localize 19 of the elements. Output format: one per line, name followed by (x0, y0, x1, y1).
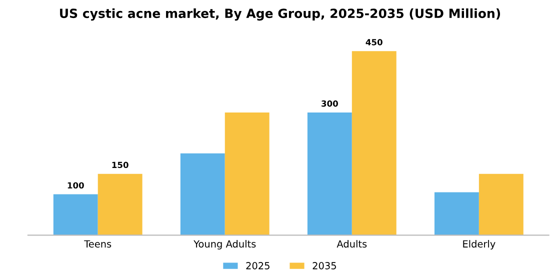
bar (53, 194, 98, 236)
bar (307, 112, 352, 236)
bar (434, 192, 479, 236)
data-label: 150 (112, 162, 128, 168)
legend-label: 2025 (246, 262, 270, 270)
x-tick-label: Teens (84, 240, 112, 248)
chart-title: US cystic acne market, By Age Group, 2025-2035 (USD Million) (60, 8, 500, 21)
x-tick-label: Elderly (463, 240, 496, 250)
legend-label: 2035 (312, 262, 336, 270)
bar (98, 174, 142, 236)
x-tick-label: Adults (336, 240, 367, 248)
data-label: 450 (366, 39, 382, 46)
bar (180, 153, 225, 236)
bar (478, 174, 524, 236)
bar (352, 51, 396, 236)
x-tick-label: Young Adults (194, 240, 256, 250)
data-label: 300 (322, 100, 338, 107)
bar (224, 112, 270, 236)
data-label: 100 (68, 182, 84, 189)
